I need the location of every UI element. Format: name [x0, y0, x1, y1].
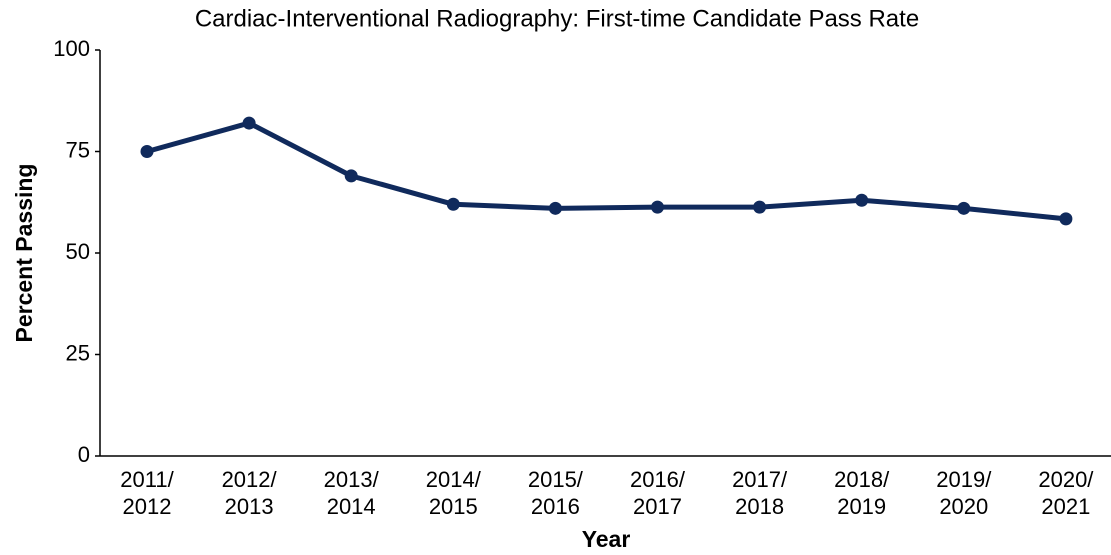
point	[753, 200, 767, 214]
point	[344, 169, 358, 183]
y-tick-label: 25	[66, 340, 90, 365]
point	[140, 145, 154, 158]
line	[146, 120, 1067, 222]
x-axis-label: Year	[582, 526, 631, 552]
x-tick-label: 2017/ 2018	[732, 467, 788, 519]
y-tick-label: 75	[66, 137, 90, 162]
x-tick-label: 2018/ 2019	[834, 467, 890, 519]
chart-title: Cardiac-Interventional Radiography: Firs…	[195, 5, 919, 32]
x-tick-label: 2020/ 2021	[1038, 467, 1094, 519]
x-tick-label: 2011/ 2012	[120, 467, 174, 519]
point	[446, 197, 460, 211]
point	[855, 193, 869, 207]
point	[1059, 212, 1073, 226]
point	[957, 201, 971, 215]
x-tick-label: 2019/ 2020	[936, 467, 992, 519]
y-tick-label: 100	[53, 36, 90, 61]
x-tick-label: 2016/ 2017	[629, 467, 686, 519]
x-tick-label: 2013/ 2014	[323, 467, 379, 519]
x-tick-label: 2014/ 2015	[425, 467, 481, 519]
point	[651, 200, 664, 214]
point	[242, 116, 256, 130]
y-tick-label: 50	[66, 239, 90, 264]
x-tick-label: 2015/ 2016	[527, 467, 583, 519]
y-axis-label: Percent Passing	[11, 164, 37, 343]
point	[548, 201, 562, 215]
x-tick-label: 2012/ 2013	[221, 467, 277, 519]
y-tick-label: 0	[78, 442, 90, 467]
